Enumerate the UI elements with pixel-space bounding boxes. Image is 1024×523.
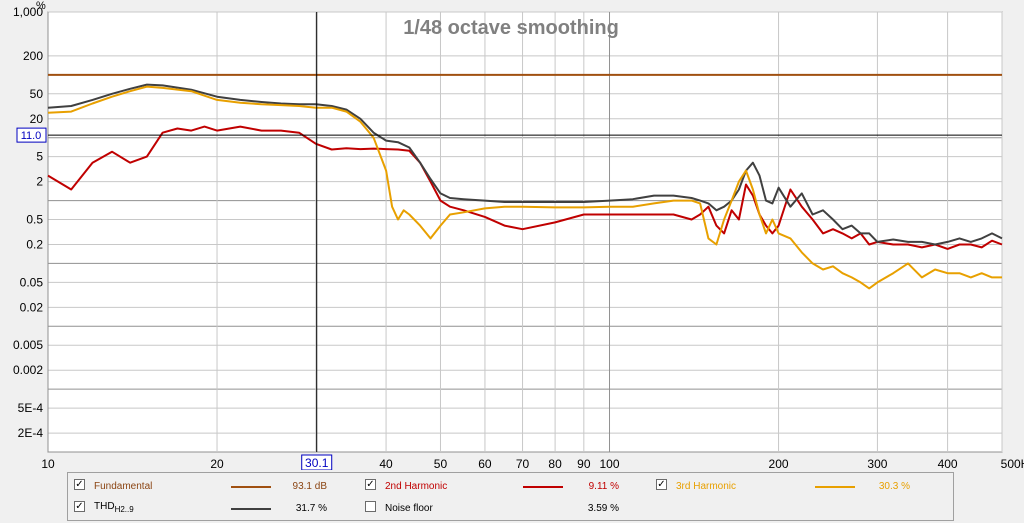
- y-tick-label: 0.005: [13, 338, 43, 352]
- y-tick-label: 5E-4: [18, 401, 44, 415]
- legend-label-thd: THDH2..9: [94, 501, 134, 514]
- x-tick-label: 10: [41, 457, 55, 470]
- y-tick-label: 0.002: [13, 363, 43, 377]
- x-tick-label: 500Hz: [1001, 457, 1024, 470]
- x-tick-label: 70: [516, 457, 530, 470]
- cursor-y-box: [16, 127, 47, 143]
- legend-label-fundamental: Fundamental: [94, 481, 153, 492]
- y-tick-label: 0.05: [20, 275, 44, 289]
- thd-checkbox[interactable]: ✓: [74, 501, 85, 512]
- legend-value-thd: 31.7 %: [295, 503, 327, 514]
- y-tick-label: 50: [30, 87, 44, 101]
- plot-area: [47, 11, 1003, 453]
- x-tick-label: 300: [867, 457, 887, 470]
- x-tick-label: 80: [548, 457, 562, 470]
- legend-value-3rd-harmonic: 30.3 %: [878, 481, 910, 492]
- y-tick-label: 5: [36, 150, 43, 164]
- legend-label-noise-floor: Noise floor: [385, 503, 433, 514]
- legend-label-3rd-harmonic: 3rd Harmonic: [676, 481, 737, 492]
- y-tick-label: 0.02: [20, 300, 44, 314]
- y-tick-label: 1,000: [13, 5, 43, 19]
- y-tick-label: 2: [36, 175, 43, 189]
- legend-swatch-thd: [231, 508, 271, 510]
- chart-title: 1/48 octave smoothing: [403, 17, 619, 39]
- y-tick-label: 0.2: [26, 238, 43, 252]
- series-line-2nd-harmonic: [47, 125, 1003, 250]
- x-axis: 10 20 40 50 60 70 80 90 100 200 300 400 500Hz: [41, 457, 1024, 470]
- x-tick-label: 400: [938, 457, 958, 470]
- x-tick-label: 90: [577, 457, 591, 470]
- legend: ✓ Fundamental 93.1 dB ✓ 2nd Harmonic 9.1…: [67, 472, 954, 521]
- legend-value-noise-floor: 3.59 %: [587, 503, 619, 514]
- 2nd-harmonic-checkbox[interactable]: ✓: [365, 479, 376, 490]
- x-tick-label: 20: [210, 457, 224, 470]
- thd-label-text: THD: [94, 501, 115, 512]
- x-tick-label: 50: [434, 457, 448, 470]
- legend-label-2nd-harmonic: 2nd Harmonic: [385, 481, 448, 492]
- noise-floor-checkbox[interactable]: [365, 501, 376, 512]
- y-tick-label: 0.5: [26, 212, 43, 226]
- thd-label-subscript: H2..9: [114, 505, 134, 514]
- y-tick-label: 200: [23, 49, 43, 63]
- series-line-thd: [47, 83, 1003, 246]
- y-axis: 1,000 200 50 20 5 2 0.5 0.2 0.05 0.02 0.005 0.002 5E…: [13, 5, 43, 440]
- y-tick-label: 2E-4: [18, 426, 44, 440]
- x-tick-label: 100: [600, 457, 620, 470]
- x-tick-label: 40: [379, 457, 393, 470]
- legend-swatch-3rd-harmonic: [815, 486, 855, 488]
- y-unit-label: %: [36, 0, 46, 12]
- chart[interactable]: 1,000 200 50 20 5 2 0.5 0.2 0.05 0.02 0.005 0.002 5E…: [0, 0, 1024, 470]
- cursor-x-box: [301, 454, 333, 470]
- legend-value-2nd-harmonic: 9.11 %: [588, 481, 619, 492]
- legend-value-fundamental: 93.1 dB: [292, 481, 327, 492]
- x-tick-label: 200: [769, 457, 789, 470]
- series-lines: [47, 73, 1003, 290]
- cursor-y-label: 11.0: [21, 130, 42, 142]
- y-tick-label: 20: [30, 112, 44, 126]
- legend-swatch-2nd-harmonic: [523, 486, 563, 488]
- fundamental-checkbox[interactable]: ✓: [74, 479, 85, 490]
- 3rd-harmonic-checkbox[interactable]: ✓: [656, 479, 667, 490]
- cursor[interactable]: 11.0 30.1: [16, 12, 1002, 470]
- x-tick-label: 60: [478, 457, 492, 470]
- cursor-x-label: 30.1: [305, 456, 329, 470]
- legend-swatch-fundamental: [231, 486, 271, 488]
- series-line-3rd-harmonic: [47, 85, 1002, 290]
